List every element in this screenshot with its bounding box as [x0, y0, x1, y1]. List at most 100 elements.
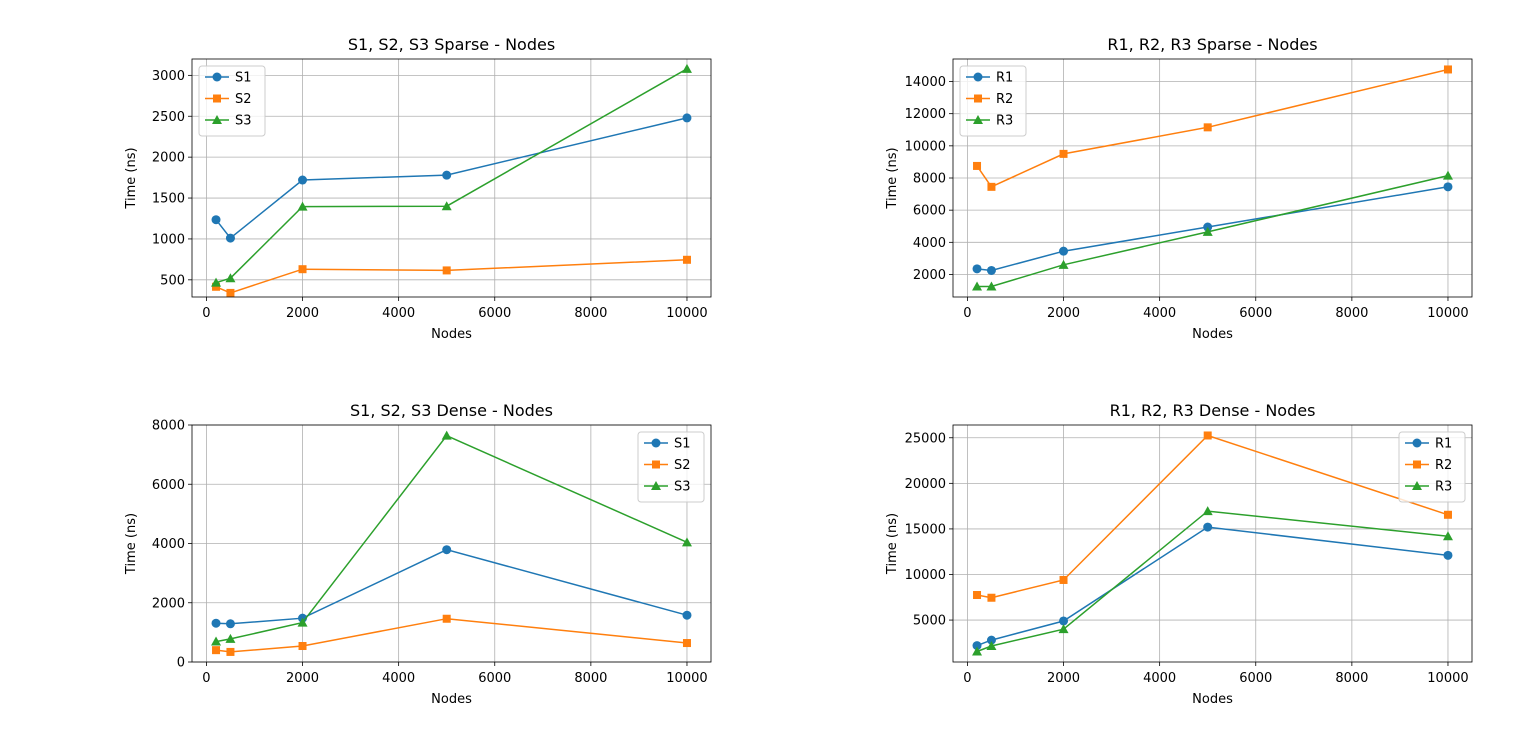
chart-3-y-tick-label-4: 8000: [152, 419, 185, 434]
chart-3-legend-label-S2: S2: [674, 458, 691, 473]
chart-3-x-tick-label-4: 8000: [574, 671, 607, 686]
chart-2-series-R2-point-3: [1203, 123, 1212, 132]
chart-2-series-R2-point-4: [1443, 65, 1452, 74]
chart-2-legend: R1 R2 R3: [959, 65, 1027, 137]
chart-1-y-tick-label-3: 2000: [152, 151, 185, 166]
chart-1-legend-marker-S1: [212, 72, 222, 82]
chart-1-series-S2-point-2: [298, 265, 307, 274]
chart-3-y-tick-label-3: 6000: [152, 478, 185, 493]
chart-3-series-S2-point-2: [298, 642, 307, 651]
chart-3-legend-label-S1: S1: [674, 437, 691, 452]
chart-2-x-axis-label: Nodes: [1192, 327, 1233, 342]
chart-4-x-tick-label-3: 6000: [1239, 671, 1272, 686]
chart-4-series-R1-point-0: [972, 641, 982, 651]
chart-2-series-R2-point-1: [987, 182, 996, 191]
chart-3-y-axis-label: Time (ns): [124, 513, 139, 575]
chart-3-series-S2-point-0: [212, 646, 221, 655]
chart-4-legend-label-R3: R3: [1435, 480, 1452, 495]
chart-1-x-axis-label: Nodes: [431, 327, 472, 342]
chart-3-y-tick-label-1: 2000: [152, 596, 185, 611]
chart-2-y-tick-label-4: 10000: [905, 139, 946, 154]
chart-4-legend: R1 R2 R3: [1398, 431, 1466, 503]
chart-2-legend-marker-R3: [973, 115, 983, 124]
chart-2-y-tick-label-5: 12000: [905, 107, 946, 122]
chart-3-series-S3-point-2: [297, 617, 308, 627]
chart-1: 0 2000 4000 6000 8000 10000 500 1000 1500 2000 250…: [124, 35, 712, 342]
chart-4-legend-marker-R3: [1412, 481, 1422, 490]
chart-4-x-tick-label-1: 2000: [1047, 671, 1080, 686]
chart-4-series-R1-point-2: [1059, 616, 1069, 626]
chart-1-x-tick-label-3: 6000: [478, 306, 511, 321]
chart-4-x-tick-label-5: 10000: [1427, 671, 1468, 686]
chart-4-y-tick-label-1: 10000: [905, 568, 946, 583]
chart-2-y-axis-label: Time (ns): [885, 147, 900, 209]
chart-2-x-tick-label-1: 2000: [1047, 306, 1080, 321]
chart-3-x-tick-label-3: 6000: [478, 671, 511, 686]
chart-3-series-S3-point-4: [681, 537, 692, 547]
chart-4-y-tick-label-0: 5000: [913, 614, 946, 629]
chart-1-legend: S1 S2 S3: [198, 65, 266, 137]
chart-1-x-tick-label-0: 0: [202, 306, 210, 321]
chart-3-x-tick-label-5: 10000: [666, 671, 707, 686]
chart-1-series-S2-point-1: [226, 288, 235, 297]
chart-3-y-tick-label-0: 0: [177, 656, 185, 671]
chart-2-legend-label-R3: R3: [996, 114, 1013, 129]
chart-4-series-R1-point-4: [1443, 550, 1453, 560]
chart-3-series-S1-point-0: [211, 618, 221, 628]
chart-1-y-tick-label-5: 3000: [152, 69, 185, 84]
chart-1-x-tick-label-4: 8000: [574, 306, 607, 321]
chart-1-legend-marker-S2: [213, 94, 221, 103]
chart-2-legend-marker-R1: [973, 72, 983, 82]
chart-1-series-S3-point-0: [211, 277, 222, 287]
chart-2-series-R3-point-0: [972, 281, 983, 291]
chart-2-series-R3-point-4: [1442, 170, 1453, 180]
chart-2-series-R1-point-4: [1443, 182, 1453, 192]
chart-2-series-R1-point-1: [986, 265, 996, 275]
chart-4-plot-area: [953, 425, 1472, 662]
chart-3-series-S1-point-4: [682, 610, 692, 620]
chart-1-legend-marker-S3: [212, 115, 222, 124]
chart-3-series-S3-point-3: [441, 430, 452, 440]
chart-3-x-tick-label-1: 2000: [286, 671, 319, 686]
chart-1-y-tick-label-4: 2500: [152, 110, 185, 125]
chart-2-x-tick-label-0: 0: [963, 306, 971, 321]
chart-3-legend-label-S3: S3: [674, 480, 691, 495]
chart-4-x-axis-label: Nodes: [1192, 692, 1233, 707]
chart-2-x-tick-label-2: 4000: [1143, 306, 1176, 321]
chart-1-series-S2-point-4: [682, 255, 691, 264]
chart-2-legend-label-R2: R2: [996, 92, 1013, 107]
chart-1-y-axis-label: Time (ns): [124, 147, 139, 209]
chart-1-series-S2-point-0: [212, 282, 221, 291]
chart-4-legend-marker-R2: [1413, 460, 1421, 469]
chart-1-y-tick-label-1: 1000: [152, 232, 185, 247]
chart-1-series-S3-point-1: [225, 273, 236, 283]
chart-4-y-tick-label-2: 15000: [905, 522, 946, 537]
chart-2-series-R2-point-0: [973, 161, 982, 170]
chart-1-series-S2-point-3: [442, 266, 451, 275]
chart-1-y-tick-label-0: 500: [160, 273, 185, 288]
chart-1-legend-label-S1: S1: [235, 71, 252, 86]
chart-2-series-R3-point-3: [1202, 226, 1213, 236]
chart-3-y-tick-label-2: 4000: [152, 537, 185, 552]
chart-1-legend-label-S3: S3: [235, 114, 252, 129]
chart-4-legend-label-R2: R2: [1435, 458, 1452, 473]
chart-4-y-axis-label: Time (ns): [885, 513, 900, 575]
chart-3: 0 2000 4000 6000 8000 10000 0 2000 4000 6000 8000 S…: [124, 401, 712, 707]
chart-3-x-axis-label: Nodes: [431, 692, 472, 707]
chart-1-series-S1-point-3: [442, 170, 452, 180]
chart-1-frame: [191, 58, 712, 298]
chart-4-x-tick-label-4: 8000: [1335, 671, 1368, 686]
chart-2-x-tick-label-5: 10000: [1427, 306, 1468, 321]
chart-2-legend-label-R1: R1: [996, 71, 1013, 86]
chart-2-y-tick-label-2: 6000: [913, 204, 946, 219]
chart-2: 0 2000 4000 6000 8000 10000 2000 4000 6000 8000 10…: [885, 35, 1473, 342]
chart-4-series-R2-point-1: [987, 593, 996, 602]
chart-1-x-tick-label-5: 10000: [666, 306, 707, 321]
chart-1-series-S3-point-3: [441, 201, 452, 211]
chart-3-series-S3-point-0: [211, 636, 222, 646]
chart-4-title: R1, R2, R3 Dense - Nodes: [1110, 401, 1316, 420]
chart-3-title: S1, S2, S3 Dense - Nodes: [350, 401, 553, 420]
chart-4-series-R2-point-2: [1059, 575, 1068, 584]
chart-3-series-S3-point-1: [225, 633, 236, 643]
